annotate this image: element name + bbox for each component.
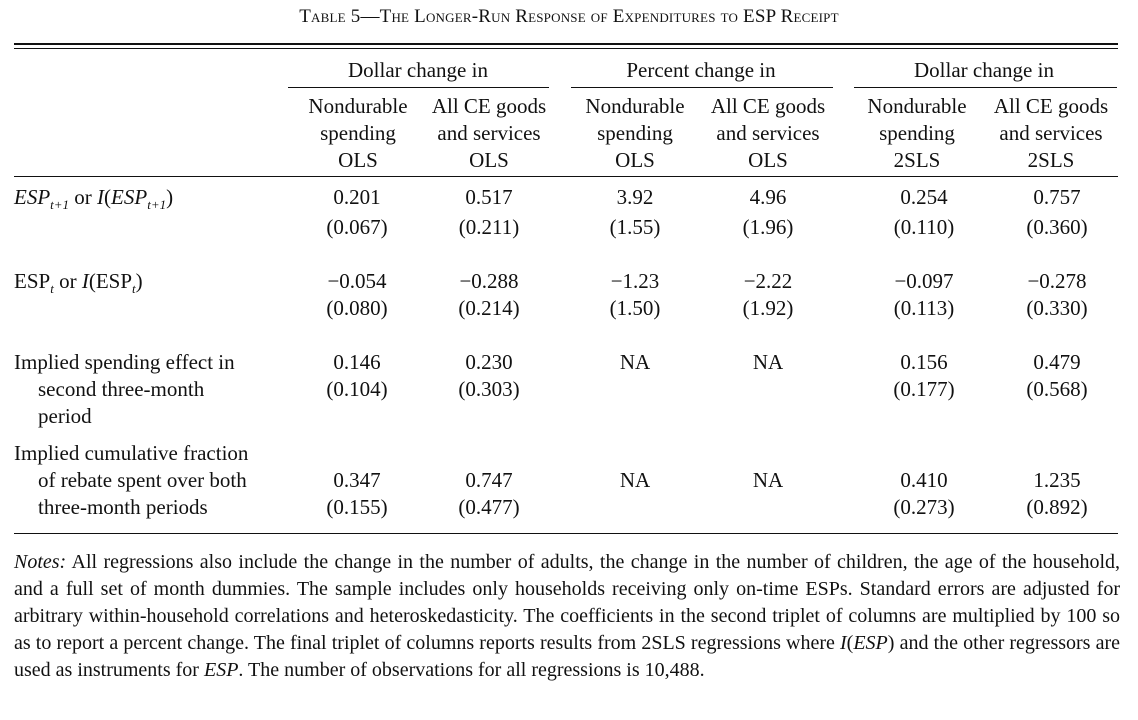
row-label-esp-t-plus-1: ESPt+1 or I(ESPt+1) [14, 185, 174, 213]
table-cell-se: (0.360) [1026, 215, 1088, 239]
table-cell-se: (0.104) [326, 377, 388, 401]
table-cell: 0.479 [1033, 350, 1081, 374]
table-cell-se: (0.568) [1026, 377, 1088, 401]
table-cell: 1.235 [1033, 468, 1081, 492]
table-cell-se: (0.330) [1026, 296, 1088, 320]
table-cell: NA [619, 468, 651, 492]
column-header-3: Nondurable spending OLS [585, 94, 685, 172]
table-cell: −0.054 [327, 269, 387, 293]
table-cell-se: (0.303) [458, 377, 520, 401]
group-header-2: Percent change in [626, 58, 776, 82]
group-header-3: Dollar change in [914, 58, 1054, 82]
column-header-5: Nondurable spending 2SLS [867, 94, 967, 172]
column-header-2: All CE goods and services OLS [431, 94, 547, 172]
table-cell-se: (0.155) [326, 495, 388, 519]
table-cell: 4.96 [749, 185, 787, 209]
table-cell-se: (1.96) [742, 215, 794, 239]
column-header-6: All CE goods and services 2SLS [993, 94, 1109, 172]
row-label-implied-spending-effect: Implied spending effect in second three-… [14, 350, 235, 428]
table-cell-se: (0.477) [458, 495, 520, 519]
table-cell: NA [619, 350, 651, 374]
table-cell-se: (0.113) [893, 296, 955, 320]
table-cell-se: (0.177) [893, 377, 955, 401]
table-cell: 0.146 [333, 350, 381, 374]
row-label-implied-cumulative-fraction: Implied cumulative fraction of rebate sp… [14, 441, 249, 519]
table-cell: 0.747 [465, 468, 513, 492]
table-cell: NA [752, 468, 784, 492]
table-cell: −1.23 [610, 269, 660, 293]
table-bottom-rule [14, 533, 1118, 534]
group-underline-3 [854, 87, 1117, 88]
table-cell: 0.254 [900, 185, 948, 209]
top-rule-2 [14, 48, 1118, 49]
header-bottom-rule [14, 176, 1118, 177]
table-cell-se: (1.50) [609, 296, 661, 320]
table-cell-se: (0.067) [326, 215, 388, 239]
row-label-esp-t: ESPt or I(ESPt) [14, 269, 143, 297]
column-header-1: Nondurable spending OLS [308, 94, 408, 172]
table-cell: NA [752, 350, 784, 374]
table-cell: 0.517 [465, 185, 513, 209]
table-cell: 0.757 [1033, 185, 1081, 209]
table-cell-se: (1.55) [609, 215, 661, 239]
table-title: Table 5—The Longer-Run Response of Expen… [299, 6, 839, 27]
table-cell: −0.288 [459, 269, 519, 293]
table-notes: Notes: All regressions also include the … [14, 551, 1120, 681]
table-cell: 0.230 [465, 350, 513, 374]
table-cell-se: (1.92) [742, 296, 794, 320]
top-rule-1 [14, 43, 1118, 45]
table-cell: −2.22 [743, 269, 793, 293]
table-cell-se: (0.110) [893, 215, 955, 239]
notes-label: Notes: [14, 551, 67, 573]
table-cell: 0.410 [900, 468, 948, 492]
table-cell-se: (0.214) [458, 296, 520, 320]
table-cell-se: (0.892) [1026, 495, 1088, 519]
table-cell: 0.156 [900, 350, 948, 374]
group-underline-2 [571, 87, 833, 88]
group-header-1: Dollar change in [348, 58, 488, 82]
column-header-4: All CE goods and services OLS [710, 94, 826, 172]
table-cell: −0.278 [1027, 269, 1087, 293]
group-underline-1 [288, 87, 549, 88]
table-cell-se: (0.080) [326, 296, 388, 320]
table-cell: 0.201 [333, 185, 381, 209]
table-cell: 3.92 [616, 185, 654, 209]
table-cell: −0.097 [894, 269, 954, 293]
table-cell: 0.347 [333, 468, 381, 492]
table-cell-se: (0.273) [893, 495, 955, 519]
table-cell-se: (0.211) [458, 215, 520, 239]
